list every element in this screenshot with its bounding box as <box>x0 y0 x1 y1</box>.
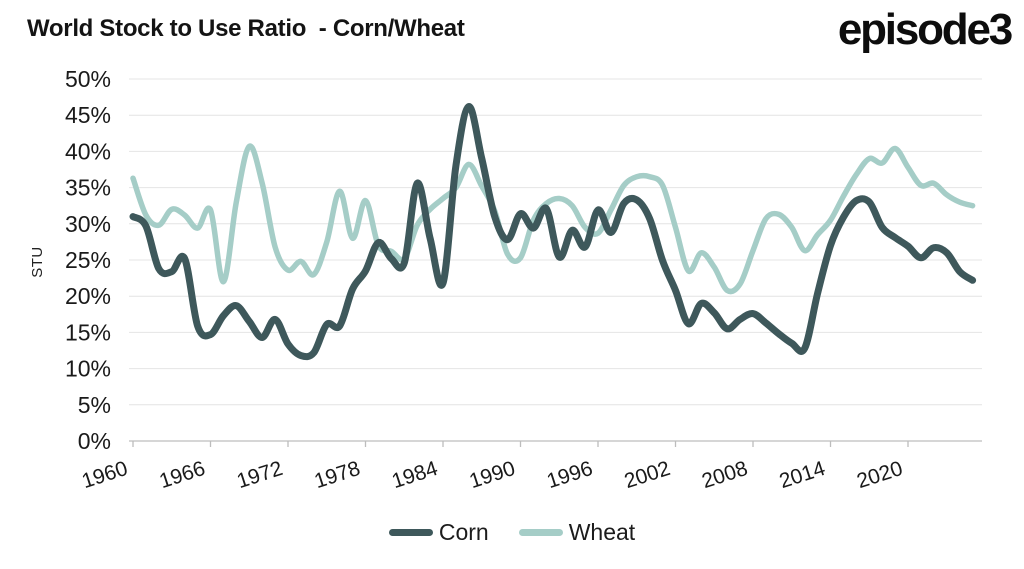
x-tick-label: 1984 <box>389 457 441 493</box>
x-tick-label: 2002 <box>622 457 674 493</box>
y-tick-label: 50% <box>65 66 111 92</box>
wheat-line <box>130 143 976 295</box>
y-tick-label: 10% <box>65 356 111 382</box>
x-tick-label: 1972 <box>234 457 286 493</box>
y-tick-label: 25% <box>65 247 111 273</box>
x-tick-label: 1960 <box>79 457 131 493</box>
y-tick-label: 40% <box>65 138 111 164</box>
x-tick-label: 1966 <box>157 457 209 493</box>
page-title: World Stock to Use Ratio - Corn/Wheat <box>27 15 465 42</box>
y-axis-title: STU <box>29 246 46 278</box>
x-tick-label: 2020 <box>854 457 906 493</box>
x-tick-label: 1990 <box>467 457 519 493</box>
legend-item-corn: Corn <box>388 519 489 546</box>
y-tick-label: 20% <box>65 283 111 309</box>
y-tick-label: 45% <box>65 102 111 128</box>
y-tick-label: 30% <box>65 211 111 237</box>
x-tick-label: 2014 <box>777 457 829 493</box>
legend-label-wheat: Wheat <box>568 519 636 545</box>
x-tick-label: 1978 <box>312 457 364 493</box>
x-tick-label: 1996 <box>544 457 596 493</box>
corn-line <box>129 102 977 361</box>
corn-line-swatch <box>388 529 433 536</box>
chart-legend: Corn Wheat <box>0 519 1024 546</box>
y-tick-label: 0% <box>78 428 111 454</box>
y-tick-label: 15% <box>65 319 111 345</box>
legend-item-wheat: Wheat <box>518 519 636 546</box>
y-tick-label: 35% <box>65 175 111 201</box>
wheat-line-swatch <box>518 529 563 536</box>
y-tick-label: 5% <box>78 392 111 418</box>
episode3-logo: episode3 <box>837 5 1013 54</box>
x-tick-label: 2008 <box>699 457 751 493</box>
legend-label-corn: Corn <box>438 519 489 545</box>
